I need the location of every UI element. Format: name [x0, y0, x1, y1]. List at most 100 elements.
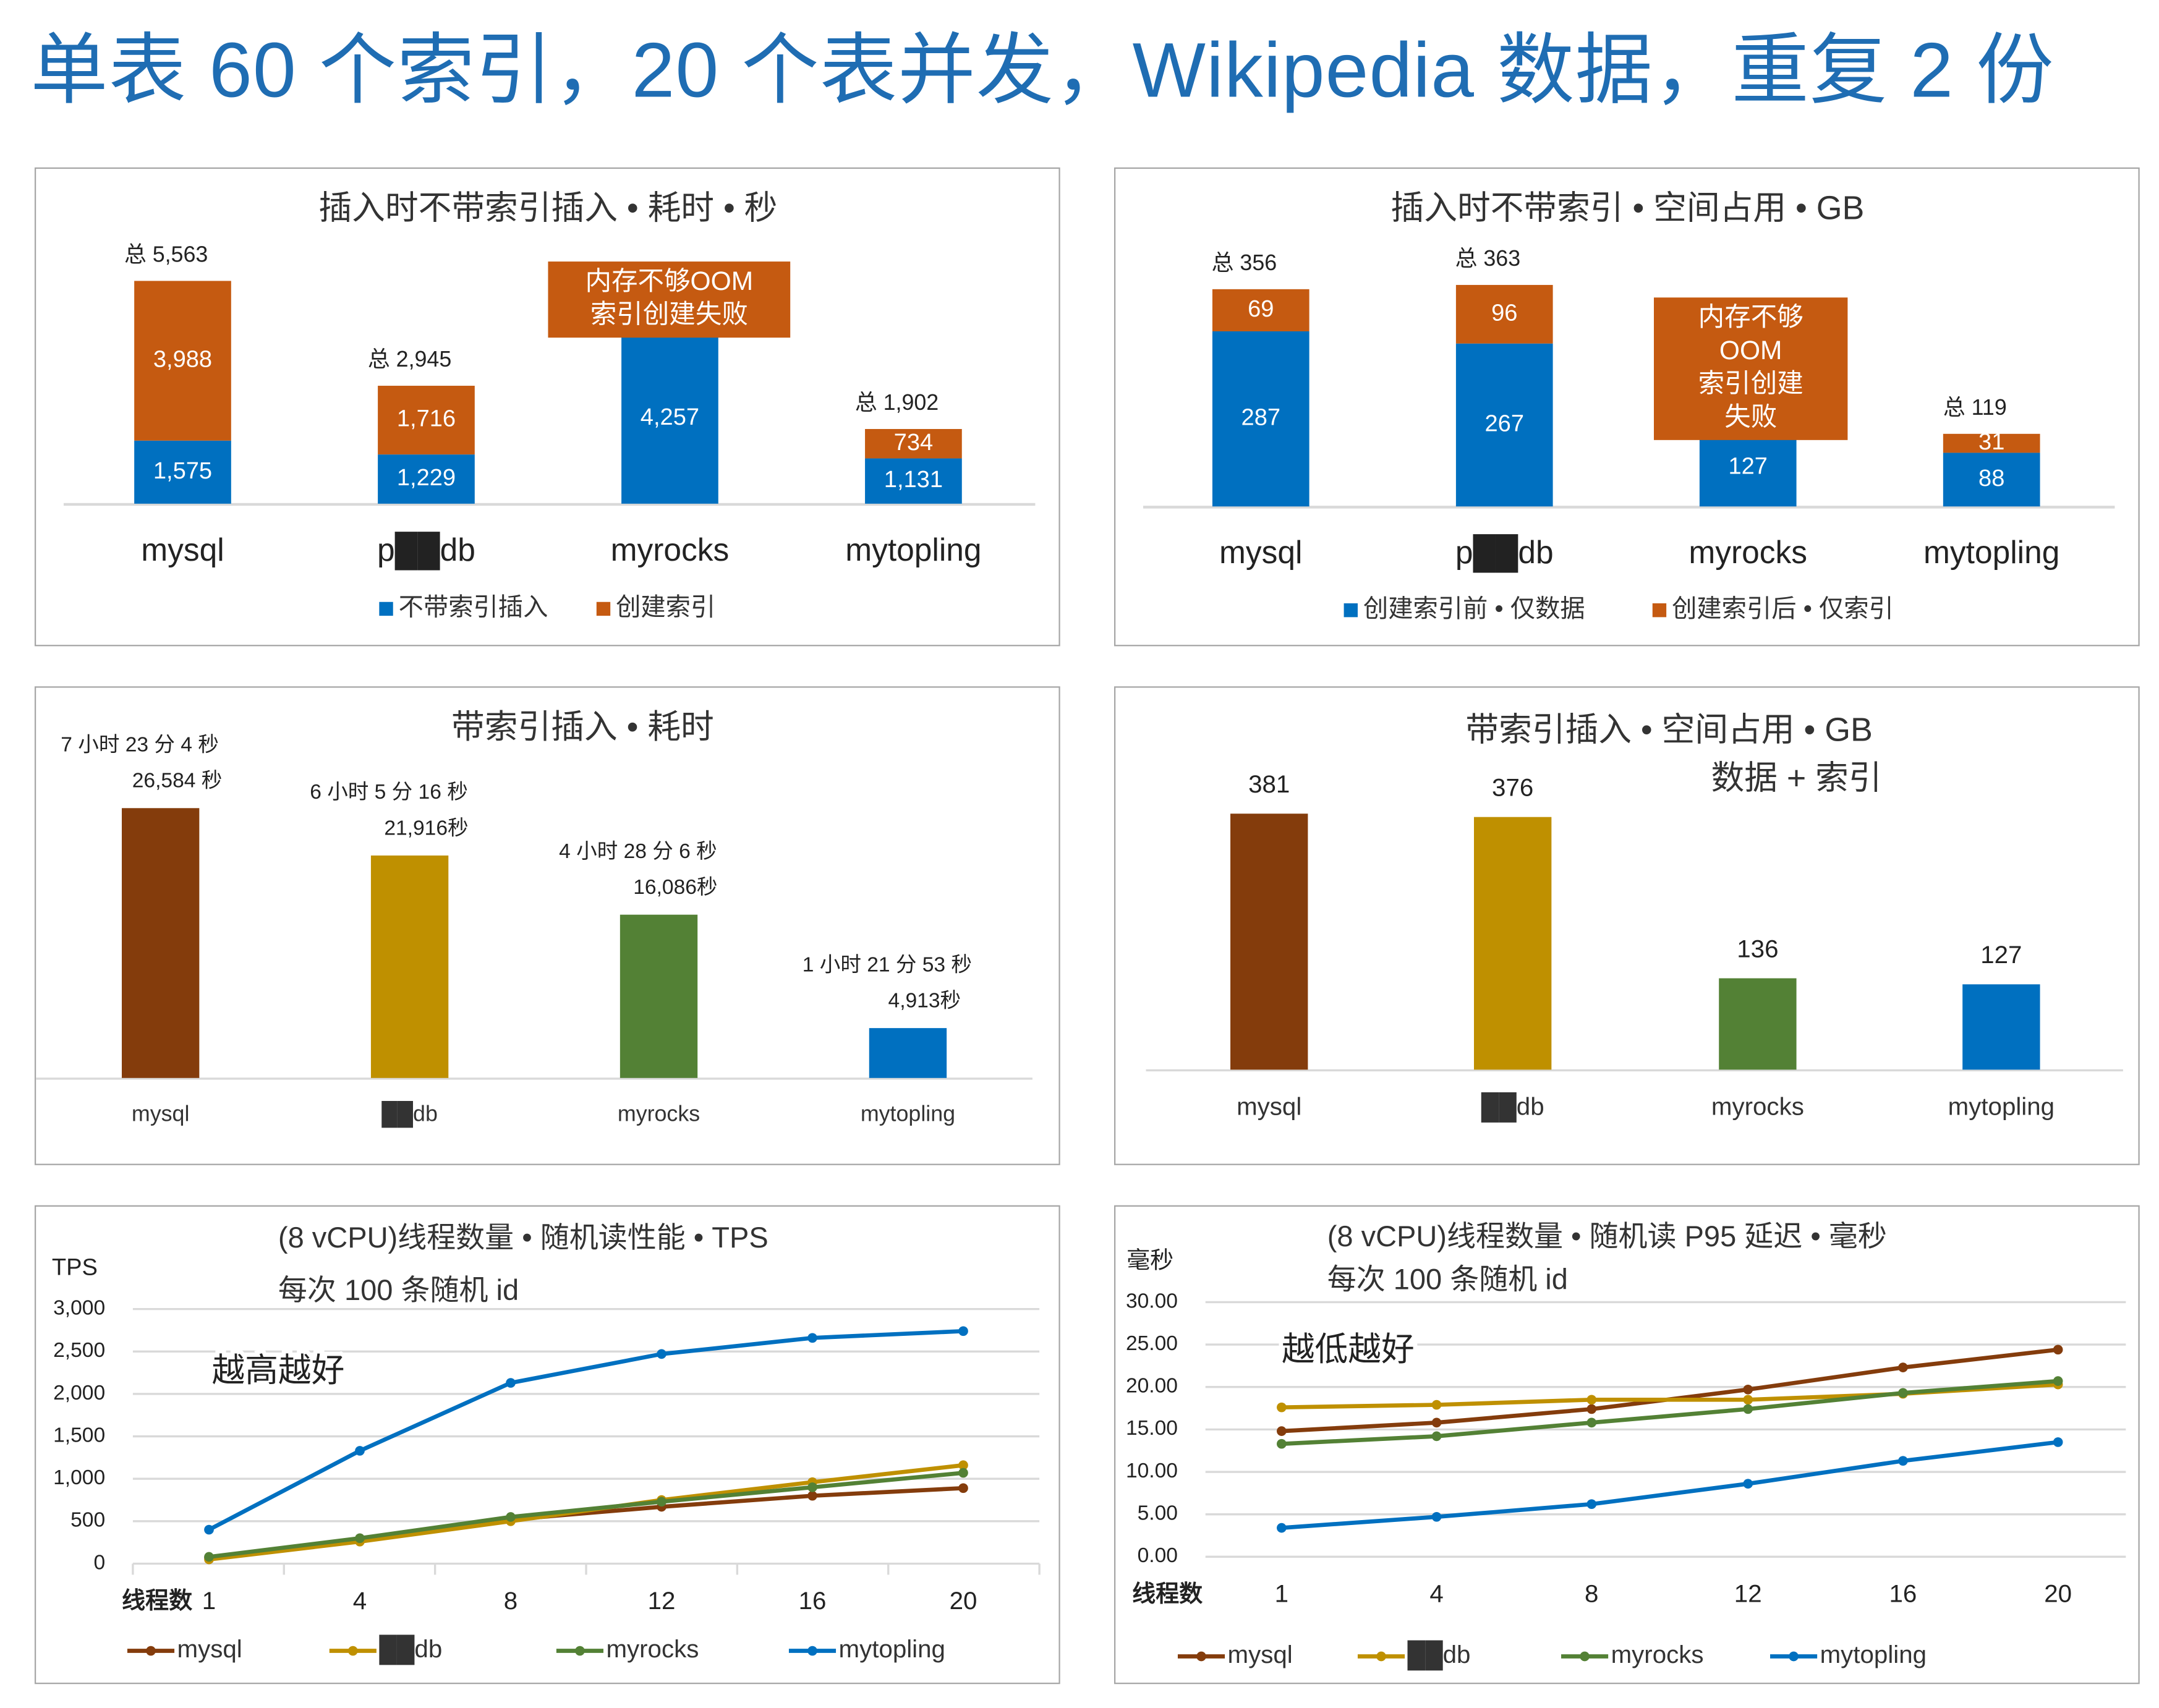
bar: [1474, 817, 1552, 1070]
data-point: [506, 1512, 516, 1522]
chart-title: (8 vCPU)线程数量 • 随机读 P95 延迟 • 毫秒: [1327, 1220, 1887, 1252]
bar: [620, 914, 698, 1078]
chart-subtitle: 数据 + 索引: [1711, 760, 1882, 797]
data-point: [1431, 1400, 1442, 1410]
oom-annotation-text: 索引创建: [1698, 369, 1803, 399]
legend-label: mytopling: [839, 1635, 945, 1663]
data-point: [807, 1482, 817, 1492]
legend-marker: [347, 1646, 358, 1656]
chart-svg: (8 vCPU)线程数量 • 随机读性能 • TPS 每次 100 条随机 id T…: [52, 1221, 1041, 1665]
chart-svg: 插入时不带索引插入 • 耗时 • 秒 1,575 3,988 总 5,563 mysql…: [63, 189, 1036, 621]
data-point: [1586, 1417, 1597, 1428]
y-tick-label: 2,500: [53, 1339, 105, 1362]
data-point: [1277, 1426, 1287, 1436]
chart-svg: 带索引插入 • 空间占用 • GB 数据 + 索引 381 mysql 376 ██db 1…: [1146, 711, 2123, 1123]
data-label: 88: [1978, 465, 2004, 491]
chart-space-no-index: 插入时不带索引 • 空间占用 • GB 287 69 总 356 mysql 267 96 总…: [1114, 167, 2140, 647]
data-label: 127: [1728, 454, 1767, 480]
data-point: [1586, 1499, 1597, 1510]
y-tick-label: 3,000: [53, 1296, 105, 1319]
legend-label: ██db: [1408, 1640, 1471, 1671]
y-axis-label: TPS: [52, 1255, 98, 1281]
chart-title: 带索引插入 • 耗时: [451, 708, 714, 746]
chart-svg: 插入时不带索引 • 空间占用 • GB 287 69 总 356 mysql 267 96 总…: [1143, 189, 2115, 622]
legend-marker: [1580, 1651, 1590, 1662]
data-point: [1431, 1417, 1442, 1428]
series-line: [1281, 1440, 2059, 1530]
category-label: ██db: [1481, 1092, 1544, 1123]
legend-marker: [575, 1646, 585, 1656]
legend-label: 不带索引插入: [399, 593, 548, 621]
chart-tps: (8 vCPU)线程数量 • 随机读性能 • TPS 每次 100 条随机 id T…: [34, 1205, 1060, 1685]
legend-label: ██db: [379, 1634, 442, 1665]
oom-annotation-text: 索引创建失败: [590, 300, 748, 329]
chart-subtitle: 每次 100 条随机 id: [278, 1273, 519, 1306]
data-point: [657, 1497, 666, 1507]
x-axis-label: 线程数: [1132, 1581, 1203, 1607]
data-label: 69: [1248, 296, 1274, 322]
bar-segment: [378, 454, 475, 504]
total-label: 总 1,902: [855, 390, 939, 415]
category-label: ██db: [381, 1101, 438, 1128]
data-point: [958, 1326, 968, 1336]
data-point: [1586, 1395, 1597, 1405]
legend-label: mysql: [1228, 1641, 1293, 1668]
category-label: p██db: [1455, 534, 1554, 573]
chart-title: (8 vCPU)线程数量 • 随机读性能 • TPS: [278, 1221, 769, 1254]
data-label: 127: [1980, 941, 2022, 969]
chart-title: 插入时不带索引 • 空间占用 • GB: [1391, 189, 1865, 226]
legend-marker: [146, 1646, 156, 1656]
y-tick-label: 1,500: [53, 1424, 105, 1447]
data-point: [1743, 1404, 1753, 1414]
x-tick-label: 16: [799, 1587, 827, 1615]
y-tick-label: 30.00: [1126, 1289, 1178, 1312]
data-point: [355, 1446, 365, 1456]
total-label: 总 119: [1943, 395, 2007, 420]
data-label: 267: [1485, 411, 1524, 437]
duration-label: 4 小时 28 分 6 秒: [559, 839, 717, 863]
legend-label: mytopling: [1820, 1641, 1927, 1668]
data-point: [958, 1468, 968, 1478]
x-tick-label: 16: [1889, 1580, 1917, 1608]
legend-marker: [1376, 1651, 1386, 1662]
bar-segment: [1455, 343, 1553, 507]
bar: [1962, 984, 2040, 1070]
oom-annotation-box: [1654, 297, 1848, 440]
y-tick-label: 20.00: [1126, 1375, 1178, 1398]
bar-segment: [865, 458, 962, 504]
data-label: 1,131: [884, 467, 943, 493]
legend-label: mysql: [177, 1635, 242, 1663]
x-axis-label: 线程数: [122, 1588, 193, 1614]
bar-segment: [378, 386, 475, 455]
legend-label: myrocks: [1611, 1641, 1704, 1668]
oom-annotation-text: 内存不够OOM: [586, 266, 754, 296]
data-point: [1898, 1456, 1908, 1466]
category-label: mytopling: [861, 1102, 955, 1126]
seconds-label: 16,086秒: [633, 875, 717, 899]
x-tick-label: 1: [202, 1587, 216, 1615]
data-point: [1743, 1395, 1753, 1405]
chart-insert-time-no-index: 插入时不带索引插入 • 耗时 • 秒 1,575 3,988 总 5,563 mysql…: [34, 167, 1060, 647]
data-label: 287: [1241, 405, 1280, 431]
data-point: [2053, 1437, 2063, 1447]
chart-insert-time-with-index: 带索引插入 • 耗时 7 小时 23 分 4 秒 26,584 秒 mysql 6 小时…: [34, 686, 1060, 1165]
data-label: 1,716: [397, 406, 456, 432]
y-tick-label: 500: [70, 1509, 105, 1532]
x-tick-label: 12: [1734, 1580, 1762, 1608]
data-label: 96: [1491, 300, 1517, 326]
category-label: mytopling: [1948, 1093, 2055, 1121]
y-tick-label: 5.00: [1138, 1502, 1178, 1525]
chart-space-with-index: 带索引插入 • 空间占用 • GB 数据 + 索引 381 mysql 376 ██db 1…: [1114, 686, 2140, 1165]
data-label: 1,229: [397, 465, 456, 491]
category-label: myrocks: [611, 532, 730, 567]
seconds-label: 21,916秒: [384, 816, 468, 839]
data-label: 1,575: [153, 458, 212, 484]
data-point: [1277, 1402, 1287, 1413]
y-axis-label: 毫秒: [1126, 1248, 1173, 1274]
legend-swatch: [596, 601, 611, 616]
data-point: [657, 1349, 666, 1359]
annotation: 越高越好: [211, 1352, 344, 1389]
data-point: [1431, 1511, 1442, 1522]
x-tick-label: 20: [950, 1587, 977, 1615]
